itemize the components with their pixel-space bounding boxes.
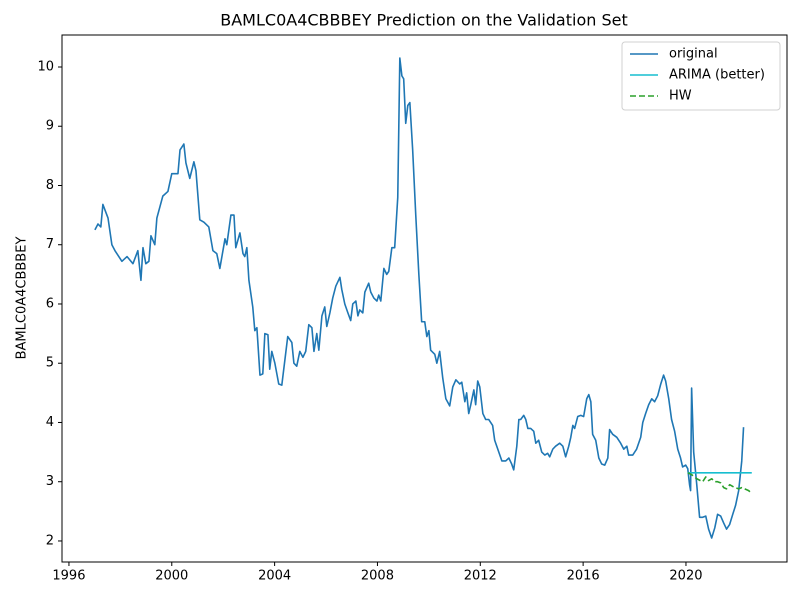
y-tick-label: 9: [46, 119, 54, 134]
legend-label: original: [669, 47, 718, 62]
chart-title: BAMLC0A4CBBBEY Prediction on the Validat…: [220, 11, 627, 30]
y-tick-label: 3: [46, 474, 54, 489]
x-tick-label: 2000: [155, 569, 188, 584]
legend: original ARIMA (better) HW: [621, 41, 781, 111]
x-tick-label: 2020: [669, 569, 702, 584]
x-tick-label: 2012: [464, 569, 497, 584]
y-tick-label: 4: [46, 415, 54, 430]
x-tick-label: 2016: [567, 569, 600, 584]
y-tick-label: 6: [46, 296, 54, 311]
legend-label: ARIMA (better): [669, 68, 765, 83]
y-tick-label: 2: [46, 533, 54, 548]
y-tick-label: 7: [46, 237, 54, 252]
y-axis-label: BAMLC0A4CBBBEY: [15, 237, 30, 360]
legend-box: [621, 41, 781, 111]
axes-frame: [61, 34, 788, 563]
y-tick-label: 10: [37, 59, 54, 74]
x-tick-label: 2008: [361, 569, 394, 584]
series-line: [94, 57, 745, 539]
legend-label: HW: [669, 89, 692, 104]
series-line: [687, 472, 753, 495]
x-tick-label: 2004: [258, 569, 291, 584]
y-tick-label: 8: [46, 178, 54, 193]
x-tick-label: 1996: [52, 569, 85, 584]
y-tick-label: 5: [46, 356, 54, 371]
